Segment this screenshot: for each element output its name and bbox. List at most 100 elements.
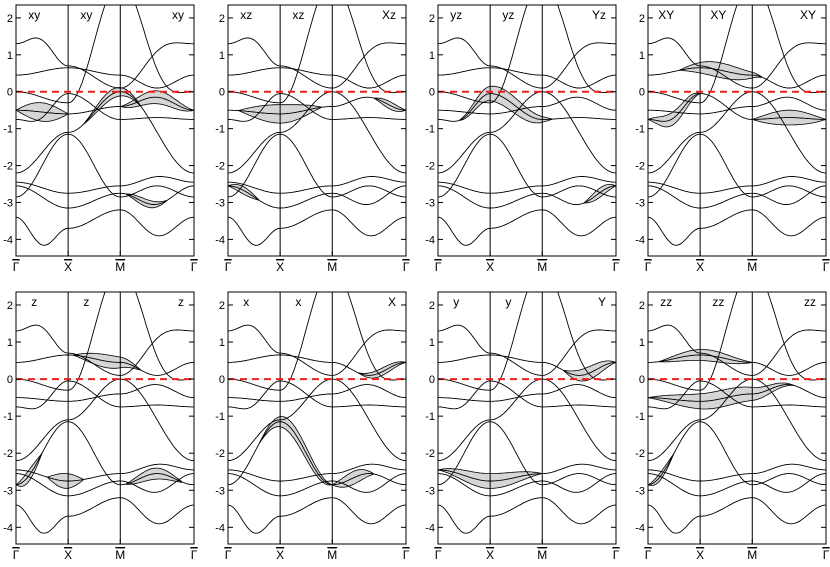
y-tick-label: -2	[3, 448, 13, 460]
band-line-3	[16, 67, 194, 89]
y-tick-label: -1	[635, 124, 645, 136]
band-line-5	[648, 380, 826, 410]
band-line-4	[438, 384, 616, 402]
band-panel-2: -4 -3 -2 -1 0 1 2 Γ X M Γxz xz Xz	[215, 4, 410, 274]
band-line-4	[16, 384, 194, 402]
x-tick-label: Γ	[13, 548, 20, 562]
x-tick-label: Γ	[435, 260, 442, 274]
band-line-6	[438, 91, 616, 174]
orbital-label: X	[388, 295, 396, 309]
y-tick-label: -1	[3, 124, 13, 136]
band-line-2	[438, 37, 616, 89]
band-line-5	[16, 93, 194, 122]
y-tick-label: -4	[425, 234, 435, 246]
y-tick-label: -3	[3, 485, 13, 497]
y-tick-label: -4	[215, 234, 225, 246]
x-tick-label: X	[486, 260, 494, 274]
x-tick-label: X	[276, 548, 284, 562]
fatband-weight	[228, 184, 260, 201]
x-tick-label: M	[747, 260, 757, 274]
x-tick-label: X	[696, 260, 704, 274]
x-tick-label: M	[747, 548, 757, 562]
y-tick-label: 1	[639, 50, 645, 62]
y-tick-label: 2	[639, 300, 645, 312]
band-line-5	[228, 93, 406, 122]
orbital-label: xy	[28, 8, 40, 22]
band-line-4	[16, 96, 194, 115]
orbital-label: Yz	[592, 8, 606, 22]
fatband-weight	[648, 382, 794, 410]
x-tick-label: Γ	[823, 260, 830, 274]
y-tick-label: 0	[639, 87, 645, 99]
y-tick-label: -4	[215, 522, 225, 534]
band-line-1	[648, 292, 826, 391]
band-line-5	[438, 93, 616, 122]
band-line-5	[228, 380, 406, 410]
band-line-4	[228, 96, 406, 115]
band-line-8	[438, 473, 616, 497]
band-line-8	[438, 185, 616, 209]
y-tick-label: 0	[7, 87, 13, 99]
band-line-3	[16, 354, 194, 376]
y-tick-label: 0	[219, 374, 225, 386]
band-line-10	[228, 209, 406, 246]
x-tick-label: X	[64, 260, 72, 274]
band-line-9	[228, 421, 406, 486]
y-tick-label: -1	[3, 411, 13, 423]
y-tick-label: 2	[639, 13, 645, 25]
orbital-label: x	[243, 295, 249, 309]
band-line-4	[648, 96, 826, 115]
y-tick-label: -3	[635, 197, 645, 209]
band-line-5	[16, 380, 194, 410]
y-tick-label: 1	[219, 337, 225, 349]
y-tick-label: 0	[7, 374, 13, 386]
orbital-label: z	[83, 295, 89, 309]
panel-frame	[227, 4, 407, 257]
band-line-10	[16, 209, 194, 246]
band-line-2	[16, 37, 194, 89]
orbital-label: zz	[712, 295, 724, 309]
orbital-label: xz	[240, 8, 252, 22]
band-line-8	[16, 473, 194, 497]
panel-frame	[647, 291, 827, 545]
x-tick-label: Γ	[403, 548, 410, 562]
x-tick-label: X	[486, 548, 494, 562]
y-tick-label: -4	[425, 522, 435, 534]
y-tick-label: -3	[3, 197, 13, 209]
x-tick-label: M	[327, 260, 337, 274]
panel-plot-area	[16, 5, 194, 246]
x-tick-label: M	[537, 260, 547, 274]
band-line-10	[648, 497, 826, 534]
y-tick-label: 2	[219, 300, 225, 312]
x-tick-label: M	[537, 548, 547, 562]
panel-frame	[227, 291, 407, 545]
y-tick-label: -2	[425, 448, 435, 460]
band-line-5	[648, 93, 826, 122]
band-line-10	[16, 497, 194, 534]
orbital-label: xy	[80, 8, 92, 22]
x-tick-label: Γ	[435, 548, 442, 562]
band-line-7	[438, 176, 616, 194]
band-line-1	[16, 5, 194, 104]
y-tick-label: 2	[219, 13, 225, 25]
y-tick-label: 0	[429, 87, 435, 99]
y-tick-label: -1	[425, 411, 435, 423]
band-line-6	[228, 378, 406, 462]
band-line-2	[16, 324, 194, 376]
band-line-7	[228, 463, 406, 482]
band-line-1	[438, 292, 616, 391]
band-line-8	[16, 185, 194, 209]
band-line-10	[648, 209, 826, 246]
y-tick-label: -1	[635, 411, 645, 423]
y-tick-label: -4	[635, 234, 645, 246]
band-line-3	[648, 67, 826, 89]
orbital-label: xy	[172, 8, 184, 22]
band-line-9	[438, 421, 616, 486]
band-line-7	[438, 463, 616, 482]
band-line-4	[228, 384, 406, 402]
panel-plot-area	[438, 5, 616, 246]
y-tick-label: 1	[7, 337, 13, 349]
y-tick-label: -3	[215, 485, 225, 497]
